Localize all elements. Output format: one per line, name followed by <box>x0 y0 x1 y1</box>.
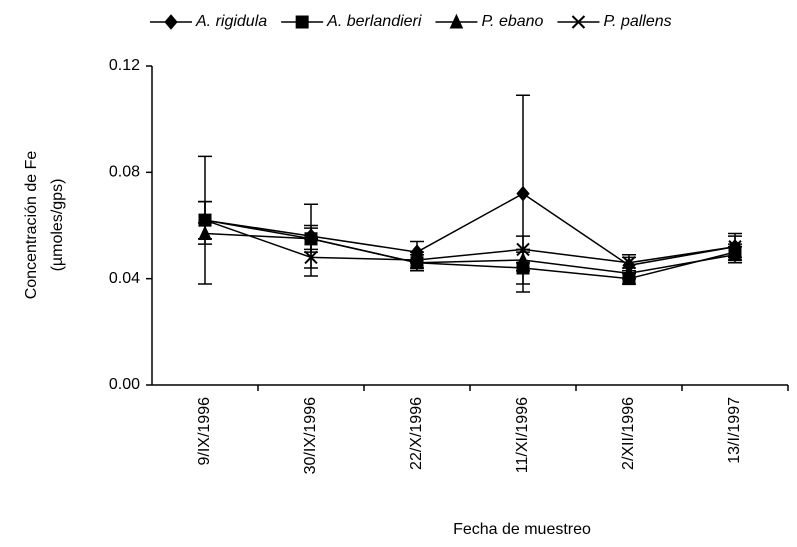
y-tick-label: 0.04 <box>109 270 140 287</box>
legend-marker <box>571 15 586 29</box>
x-tick-label: 11/XI/1996 <box>514 397 531 473</box>
legend-label: A. rigidula <box>195 13 267 30</box>
legend-marker <box>295 15 309 29</box>
marker <box>304 250 318 265</box>
series-line <box>204 219 736 280</box>
x-axis-title: Fecha de muestreo <box>453 521 591 538</box>
marker <box>728 240 742 254</box>
legend-marker <box>449 13 464 29</box>
marker <box>516 242 530 257</box>
marker <box>516 185 530 202</box>
marker <box>622 265 636 280</box>
legend-label: P. ebano <box>481 13 543 30</box>
y-axis-title: (µmoles/gps) <box>49 179 66 272</box>
x-tick-label: 13/I/1997 <box>726 397 743 464</box>
x-tick-label: 9/IX/1996 <box>196 397 213 466</box>
legend-label: P. pallens <box>603 13 671 30</box>
series-line <box>204 232 736 275</box>
series-line <box>204 192 736 267</box>
y-tick-label: 0.00 <box>109 376 140 393</box>
y-tick-label: 0.08 <box>109 164 140 181</box>
marker <box>622 256 636 270</box>
x-tick-label: 2/XII/1996 <box>620 397 637 470</box>
marker <box>198 213 212 227</box>
x-tick-label: 22/X/1996 <box>408 397 425 470</box>
series-line <box>204 219 736 264</box>
legend-marker <box>164 14 178 30</box>
marker <box>410 253 424 267</box>
y-axis-title: Concentración de Fe <box>23 151 40 300</box>
legend-label: A. berlandieri <box>326 13 422 30</box>
y-tick-label: 0.12 <box>109 57 140 74</box>
x-tick-label: 30/IX/1996 <box>302 397 319 475</box>
